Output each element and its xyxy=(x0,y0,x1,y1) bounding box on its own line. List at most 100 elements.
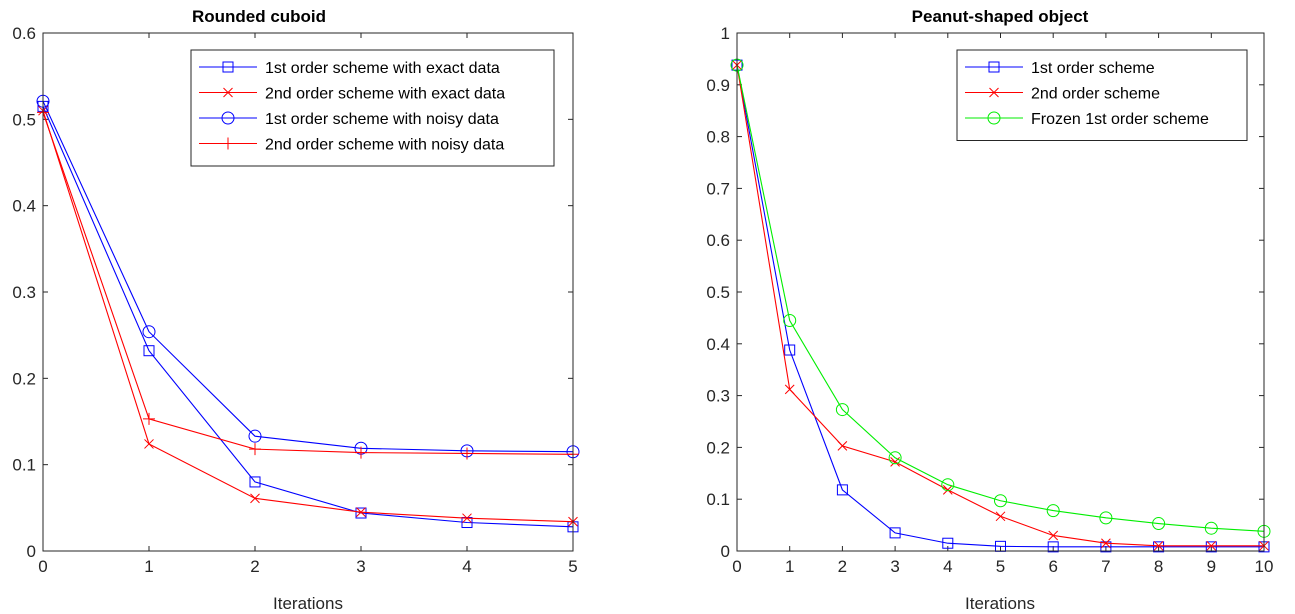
series-2 xyxy=(732,60,1269,551)
legend: 1st order scheme with exact data 2nd orde… xyxy=(190,49,555,167)
x-tick-label: 7 xyxy=(1101,557,1110,576)
point-series-1 xyxy=(355,507,367,519)
y-tick-label: 0.5 xyxy=(12,110,36,129)
point-series-2 xyxy=(784,384,795,395)
point-series-2 xyxy=(1048,530,1059,541)
legend-item: 2nd order scheme with noisy data xyxy=(199,137,504,154)
legend-label: 2nd order scheme xyxy=(1031,86,1160,103)
x-tick-label: 3 xyxy=(356,557,365,576)
point-series-1 xyxy=(942,537,954,549)
x-axis-label: Iterations xyxy=(273,594,343,613)
legend: 1st order scheme 2nd order scheme Frozen 1… xyxy=(956,49,1248,141)
series-line xyxy=(42,112,574,455)
point-series-1 xyxy=(249,476,261,488)
x-tick-label: 2 xyxy=(250,557,259,576)
y-tick-label: 0.7 xyxy=(706,179,730,198)
chart-title: Rounded cuboid xyxy=(192,7,326,26)
point-series-2 xyxy=(995,511,1006,522)
x-tick-label: 8 xyxy=(1154,557,1163,576)
point-series-4 xyxy=(461,447,473,460)
point-series-3 xyxy=(994,494,1007,508)
point-series-3 xyxy=(1099,511,1113,525)
point-series-1 xyxy=(784,344,796,356)
x-tick-label: 4 xyxy=(943,557,952,576)
point-series-1 xyxy=(836,484,848,496)
point-legend xyxy=(221,111,235,125)
series-layer xyxy=(730,58,1271,553)
point-legend xyxy=(222,61,234,73)
point-series-3 xyxy=(1204,521,1218,535)
x-tick-label: 1 xyxy=(144,557,153,576)
series-4 xyxy=(37,106,579,461)
point-series-1 xyxy=(1100,541,1112,553)
point-series-2 xyxy=(942,485,953,495)
y-tick-label: 0 xyxy=(721,542,730,561)
legend-item: 1st order scheme with exact data xyxy=(199,60,500,77)
point-series-2 xyxy=(250,493,260,504)
legend-label: 1st order scheme xyxy=(1031,60,1155,77)
x-tick-label: 1 xyxy=(785,557,794,576)
y-tick-label: 0.4 xyxy=(12,197,36,216)
axes-box xyxy=(736,32,1265,552)
point-series-3 xyxy=(142,325,156,339)
point-series-3 xyxy=(248,429,262,443)
series-1 xyxy=(731,59,1270,553)
legend-label: 1st order scheme with exact data xyxy=(265,60,500,77)
series-layer xyxy=(36,94,580,533)
series-line xyxy=(42,106,574,528)
x-tick-label: 3 xyxy=(890,557,899,576)
y-tick-label: 0.5 xyxy=(706,283,730,302)
legend-item: 2nd order scheme xyxy=(965,86,1160,103)
x-tick-label: 0 xyxy=(38,557,47,576)
point-series-2 xyxy=(837,440,848,451)
point-legend xyxy=(987,111,1001,125)
point-series-3 xyxy=(1046,504,1060,518)
point-series-1 xyxy=(1153,541,1165,553)
point-series-2 xyxy=(144,439,154,449)
series-line xyxy=(42,110,574,523)
series-line xyxy=(42,100,574,453)
point-series-1 xyxy=(1205,541,1217,553)
legend-item: Frozen 1st order scheme xyxy=(965,111,1209,128)
x-axis-label: Iterations xyxy=(965,594,1035,613)
x-tick-label: 5 xyxy=(568,557,577,576)
x-tick-label: 6 xyxy=(1048,557,1057,576)
point-series-4 xyxy=(355,446,367,459)
series-line xyxy=(736,65,1264,548)
x-tick-label: 5 xyxy=(996,557,1005,576)
point-legend xyxy=(989,87,999,98)
legend-item: 2nd order scheme with exact data xyxy=(199,86,505,103)
point-series-3 xyxy=(941,478,955,492)
point-legend xyxy=(223,87,233,98)
y-tick-label: 0.3 xyxy=(12,283,36,302)
y-tick-label: 0.3 xyxy=(706,387,730,406)
point-series-3 xyxy=(888,451,902,465)
point-series-3 xyxy=(835,403,849,417)
axis-ticks: 0 1 2 3 4 5 6 7 8 9 10 0 0.1 0.2 0.3 0.4 0.5 0.6 0.7 0.8 0.9… xyxy=(706,24,1273,576)
y-tick-label: 0.6 xyxy=(706,231,730,250)
legend-box xyxy=(190,49,555,167)
point-series-3 xyxy=(1152,517,1166,531)
series-2 xyxy=(38,105,578,527)
y-tick-label: 0.6 xyxy=(12,24,36,43)
series-line xyxy=(736,65,1265,532)
point-series-2 xyxy=(462,513,472,524)
x-tick-label: 9 xyxy=(1207,557,1216,576)
axis-ticks: 0 1 2 3 4 5 0 0.1 0.2 0.3 0.4 0.5 0.6 xyxy=(12,24,577,576)
x-tick-label: 10 xyxy=(1255,557,1274,576)
y-tick-label: 0.1 xyxy=(12,456,36,475)
x-tick-label: 4 xyxy=(462,557,471,576)
axes-box xyxy=(42,32,574,552)
point-series-2 xyxy=(356,507,366,518)
y-tick-label: 0 xyxy=(27,542,36,561)
point-series-1 xyxy=(1047,541,1059,553)
point-series-2 xyxy=(1101,538,1111,549)
point-legend xyxy=(988,61,1000,73)
point-series-2 xyxy=(1153,540,1164,551)
point-series-4 xyxy=(249,443,261,456)
series-3 xyxy=(36,94,580,459)
chart-peanut-shaped-object: Peanut-shaped object Iterations 0 1 2 3 4 5 6 7… xyxy=(706,7,1273,613)
y-tick-label: 0.9 xyxy=(706,76,730,95)
chart-rounded-cuboid: Rounded cuboid Iterations 0 1 2 3 4 500.10.20… xyxy=(12,7,580,613)
legend-label: 2nd order scheme with noisy data xyxy=(265,137,504,154)
